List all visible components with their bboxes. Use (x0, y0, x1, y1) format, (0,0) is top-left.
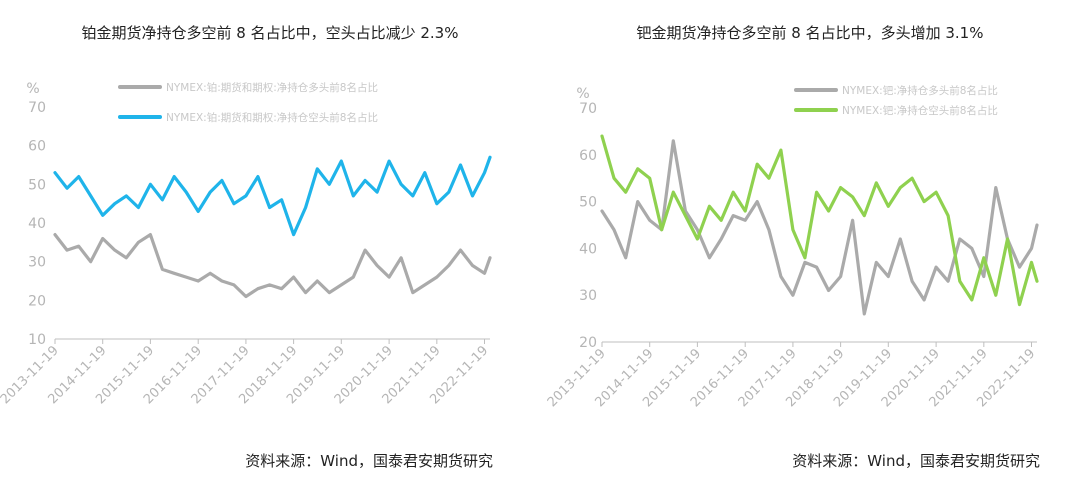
chart-title: 铂金期货净持仓多空前 8 名占比中，空头占比减少 2.3% (81, 24, 459, 42)
y-tick-label: 70 (579, 101, 597, 117)
palladium-chart-panel: 钯金期货净持仓多空前 8 名占比中，多头增加 3.1% % 20 30 40 50 60 7… (540, 0, 1080, 489)
series-line-short (600, 134, 1039, 307)
series-line-short (53, 155, 492, 237)
series-line-long (53, 233, 492, 299)
legend-label: NYMEX:钯:净持仓多头前8名占比 (842, 84, 998, 97)
legend-label: NYMEX:铂:期货和期权:净持仓多头前8名占比 (166, 81, 378, 94)
legend-label: NYMEX:铂:期货和期权:净持仓空头前8名占比 (166, 111, 378, 124)
series-line-long (600, 139, 1039, 316)
y-tick-label: 20 (579, 335, 597, 351)
legend-label: NYMEX:钯:净持仓空头前8名占比 (842, 104, 998, 117)
platinum-line-chart: %102030405060702013-11-192014-11-192015-… (0, 81, 492, 407)
y-unit-label: % (576, 86, 589, 102)
y-tick-label: 40 (579, 241, 597, 257)
y-tick-label: 30 (28, 255, 46, 271)
y-tick-label: 50 (28, 177, 46, 193)
y-tick-label: 60 (28, 139, 46, 155)
y-unit-label: % (26, 81, 39, 97)
y-tick-label: 70 (28, 100, 46, 116)
source-note: 资料来源：Wind，国泰君安期货研究 (245, 452, 493, 470)
palladium-line-chart: %2030405060702013-11-192014-11-192015-11… (545, 84, 1039, 410)
y-tick-label: 40 (28, 216, 46, 232)
y-tick-label: 20 (28, 293, 46, 309)
source-note: 资料来源：Wind，国泰君安期货研究 (792, 452, 1040, 470)
y-tick-label: 10 (28, 332, 46, 348)
y-tick-label: 50 (579, 195, 597, 211)
chart-title: 钯金期货净持仓多空前 8 名占比中，多头增加 3.1% (636, 24, 984, 42)
y-tick-label: 60 (579, 148, 597, 164)
platinum-chart-panel: 铂金期货净持仓多空前 8 名占比中，空头占比减少 2.3% % 10 20 30 40 5… (0, 24, 493, 470)
y-tick-label: 30 (579, 288, 597, 304)
